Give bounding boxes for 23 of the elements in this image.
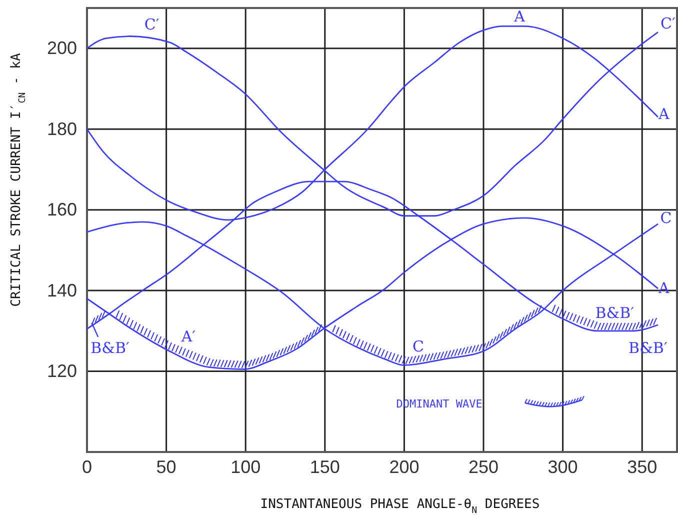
annotation: B&B′ [595,304,635,322]
annotation: A [658,105,670,124]
annotation: C [660,209,672,228]
annotation: B&B′ [90,339,130,358]
x-tick-label: 350 [627,456,658,477]
x-tick-label: 150 [310,456,340,477]
x-tick-label: 300 [548,456,578,477]
annotation: C′ [144,16,160,34]
y-tick-label: 200 [46,38,77,58]
y-tick-label: 120 [46,361,77,382]
x-tick-label: 0 [82,456,92,477]
annotation: C′ [660,14,676,32]
x-tick-label: 50 [156,456,176,477]
y-tick-label: 160 [46,200,77,220]
y-tick-label: 180 [46,118,77,139]
x-tick-label: 200 [389,456,420,477]
y-tick-label: 140 [46,280,77,300]
annotation: A′ [180,327,196,346]
x-tick-label: 100 [230,456,261,477]
x-tick-label: 250 [468,456,499,477]
annotation: A [513,7,526,26]
x-axis-title: INSTANTANEOUS PHASE ANGLE-θ$_{N}$ DEGREES [260,497,540,515]
annotation: C [412,337,424,356]
